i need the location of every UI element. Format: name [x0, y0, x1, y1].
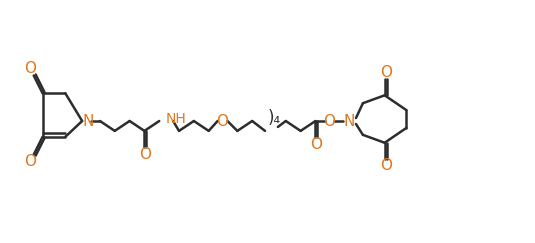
- Text: O: O: [217, 113, 228, 129]
- Text: O: O: [380, 65, 392, 80]
- Text: NH: NH: [165, 112, 186, 126]
- Text: O: O: [24, 154, 36, 169]
- Text: O: O: [310, 137, 323, 152]
- Text: )₄: )₄: [268, 109, 281, 127]
- Text: O: O: [380, 158, 392, 173]
- Text: O: O: [140, 147, 151, 162]
- Text: O: O: [24, 61, 36, 76]
- Text: O: O: [323, 113, 335, 129]
- Text: N: N: [82, 113, 94, 129]
- Text: N: N: [343, 113, 355, 129]
